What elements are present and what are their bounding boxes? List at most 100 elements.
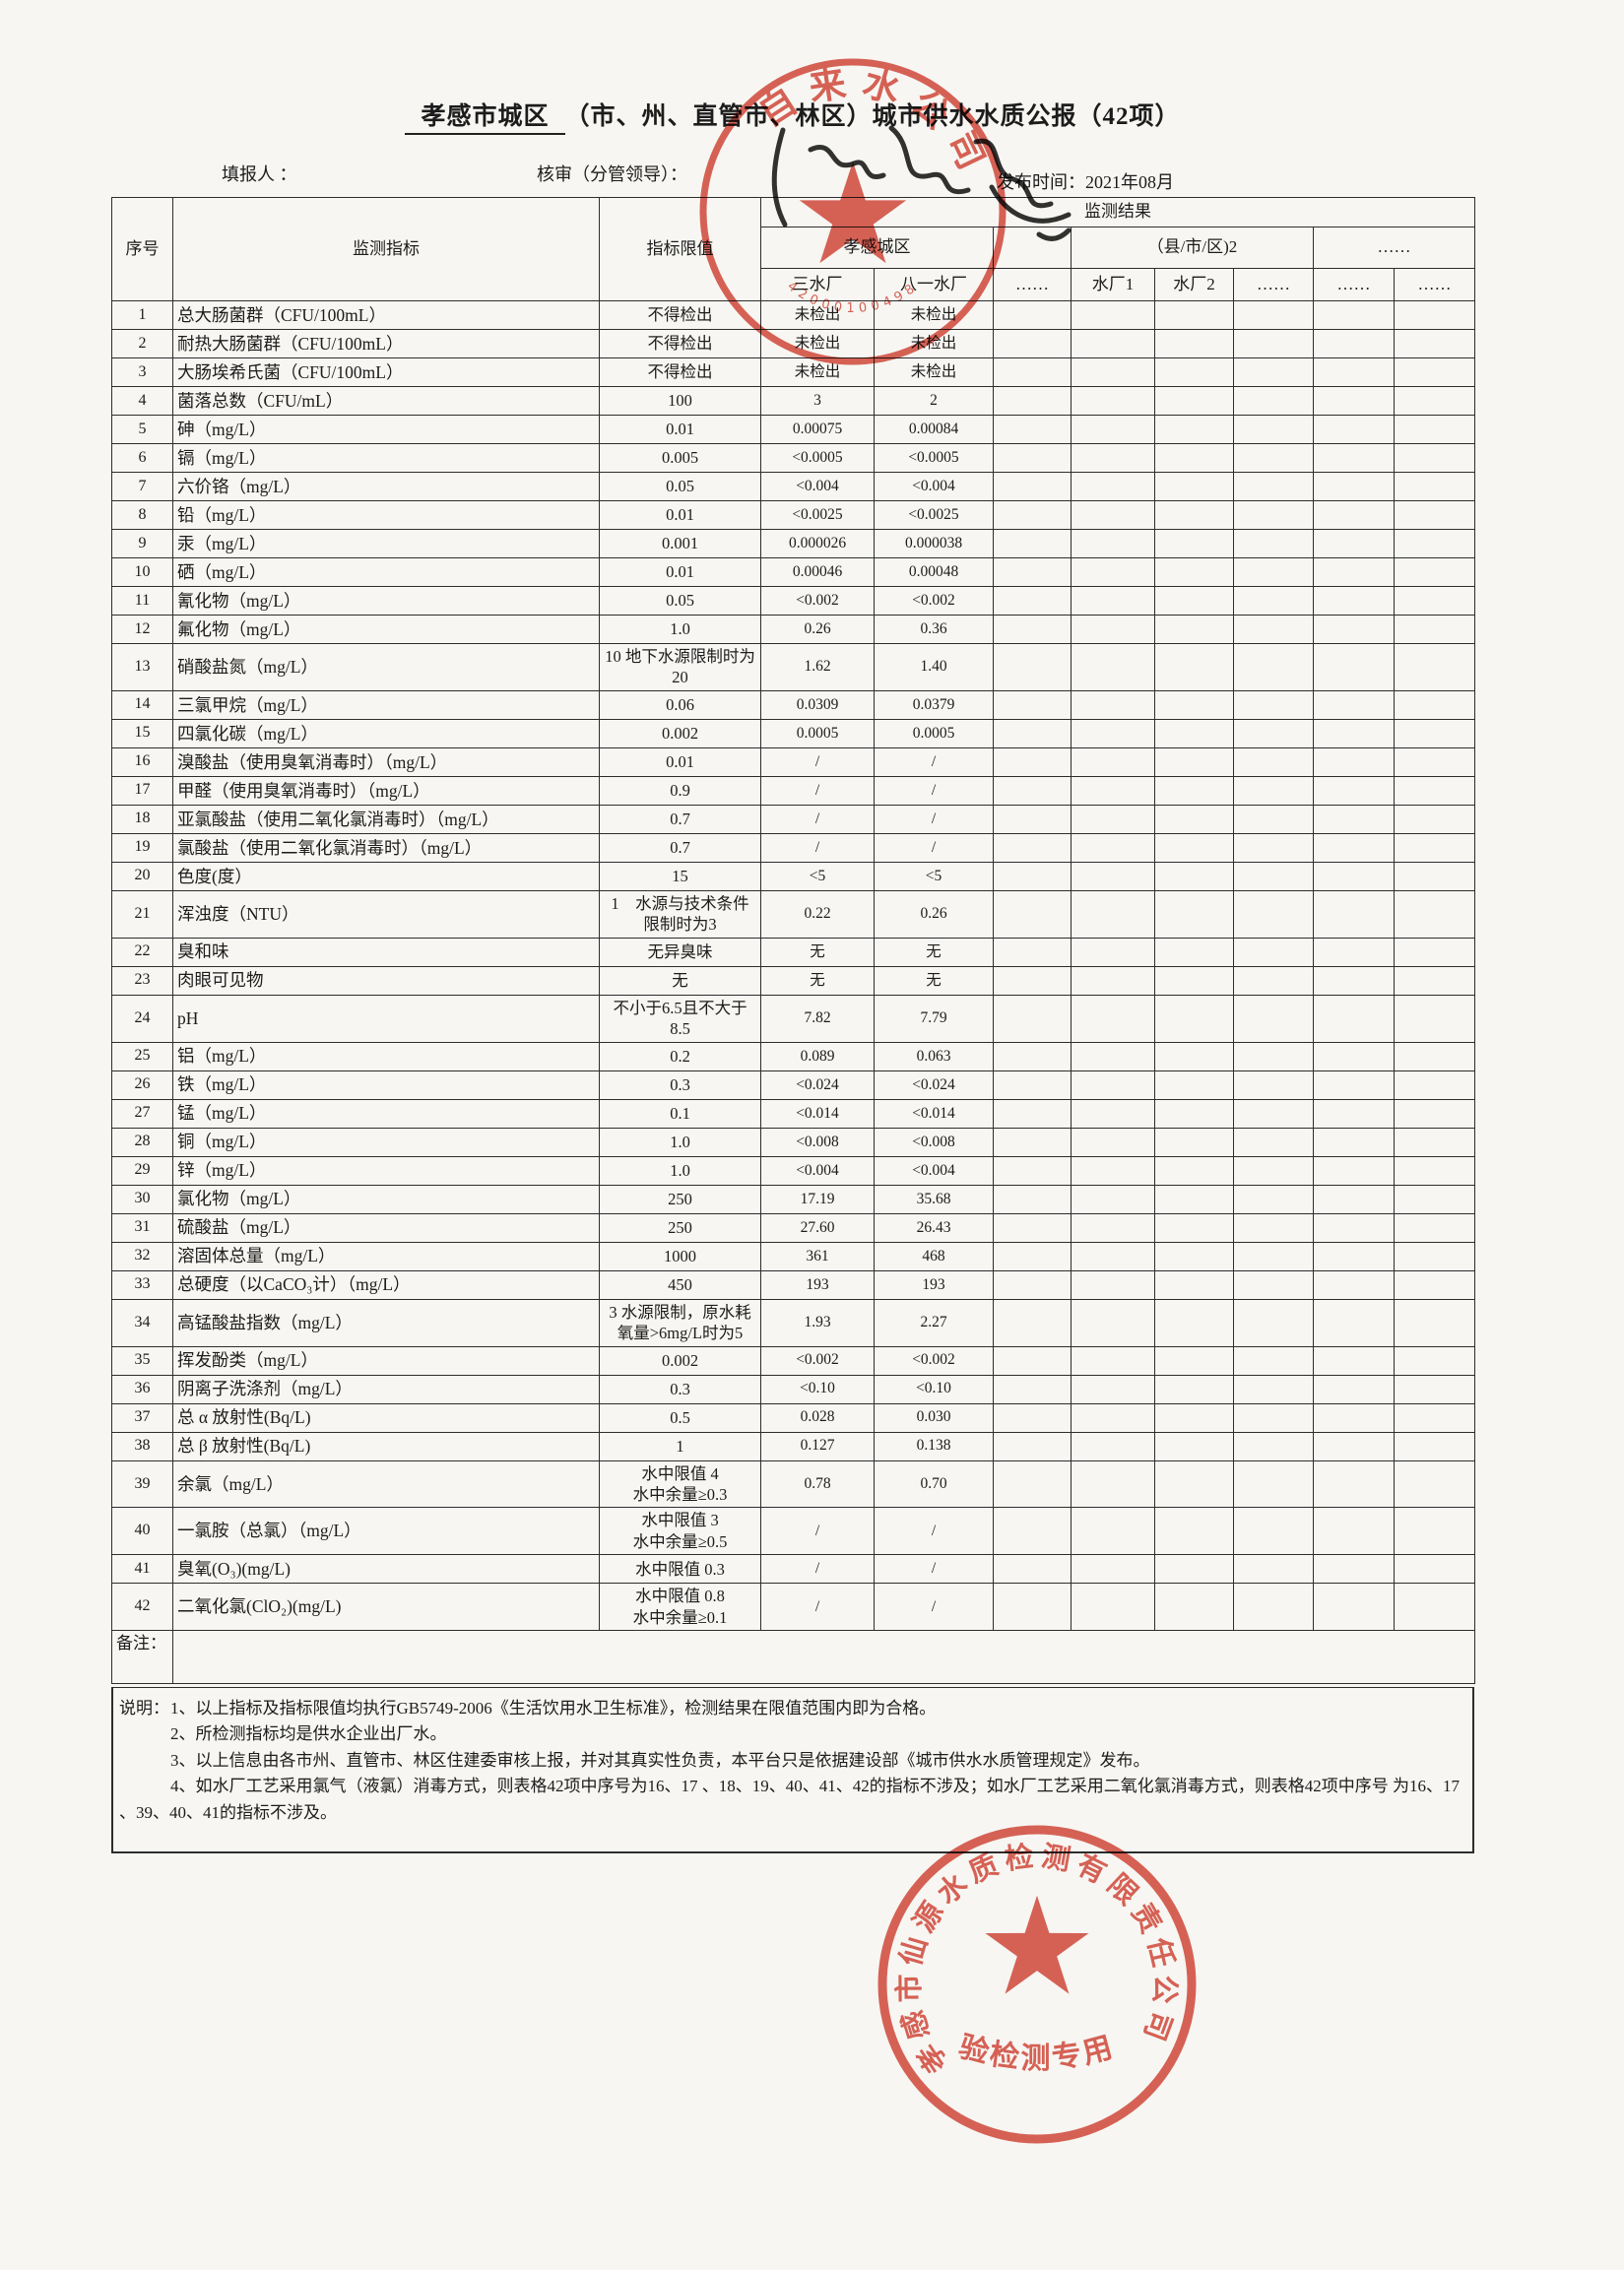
row-value-plant2: <0.004 xyxy=(874,472,994,501)
row-number: 3 xyxy=(111,357,173,387)
table-row: 38 总 β 放射性(Bq/L) 1 0.127 0.138 xyxy=(111,1431,1475,1461)
row-value-empty xyxy=(1233,832,1314,863)
row-value-empty xyxy=(1394,861,1475,891)
row-value-empty xyxy=(1313,1459,1395,1509)
row-value-plant1: <0.0005 xyxy=(760,443,875,473)
row-limit: 0.01 xyxy=(599,415,761,444)
row-limit: 0.001 xyxy=(599,529,761,558)
row-indicator: 溴酸盐（使用臭氧消毒时）（mg/L） xyxy=(172,746,600,777)
region-dots-cell xyxy=(993,227,1072,269)
row-value-plant1: 7.82 xyxy=(760,994,875,1043)
table-row: 8 铅（mg/L） 0.01 <0.0025 <0.0025 xyxy=(111,500,1475,530)
row-value-empty xyxy=(993,1583,1072,1632)
row-value-plant2: 无 xyxy=(874,937,994,967)
notes-label: 说明： xyxy=(119,1699,169,1719)
plant-col: …… xyxy=(1394,268,1475,301)
row-value-empty xyxy=(1394,1507,1475,1556)
row-limit: 0.05 xyxy=(599,586,761,616)
row-value-empty xyxy=(1233,1241,1314,1271)
row-number: 12 xyxy=(111,615,173,644)
row-value-plant1: / xyxy=(760,804,875,834)
row-value-empty xyxy=(1071,529,1155,558)
row-value-empty xyxy=(993,965,1072,996)
row-value-plant1: 0.0309 xyxy=(760,689,875,720)
row-value-empty xyxy=(1394,386,1475,416)
row-number: 8 xyxy=(111,500,173,530)
row-value-empty xyxy=(1313,643,1395,691)
region-xiaogan: 孝感城区 xyxy=(760,227,994,269)
row-value-empty xyxy=(1233,1184,1314,1214)
row-value-empty xyxy=(993,994,1072,1043)
row-value-empty xyxy=(1154,329,1234,358)
row-value-empty xyxy=(1154,1345,1234,1376)
title-region-name: 孝感市城区 xyxy=(405,103,565,135)
row-value-empty xyxy=(1394,746,1475,777)
row-value-empty xyxy=(1154,1241,1234,1271)
row-value-empty xyxy=(1313,472,1395,501)
row-number: 1 xyxy=(111,300,173,330)
table-row: 28 铜（mg/L） 1.0 <0.008 <0.008 xyxy=(111,1127,1475,1157)
publish-value: 2021年08月 xyxy=(1085,172,1174,192)
row-number: 7 xyxy=(111,472,173,501)
row-indicator: 六价铬（mg/L） xyxy=(172,472,600,501)
row-indicator: 肉眼可见物 xyxy=(172,965,600,996)
row-value-plant2: / xyxy=(874,804,994,834)
row-value-plant1: / xyxy=(760,1583,875,1632)
row-value-empty xyxy=(1394,300,1475,330)
row-value-empty xyxy=(1071,1184,1155,1214)
row-number: 11 xyxy=(111,586,173,616)
row-value-empty xyxy=(1313,529,1395,558)
row-value-empty xyxy=(1313,718,1395,748)
row-value-plant2: 0.0005 xyxy=(874,718,994,748)
row-value-empty xyxy=(1071,1127,1155,1157)
row-value-empty xyxy=(1394,1070,1475,1100)
row-value-empty xyxy=(1394,643,1475,691)
row-value-plant2: / xyxy=(874,1554,994,1585)
table-row: 11 氰化物（mg/L） 0.05 <0.002 <0.002 xyxy=(111,586,1475,616)
row-value-empty xyxy=(1154,1127,1234,1157)
remark-row: 备注： xyxy=(111,1630,1475,1685)
row-value-plant2: <0.014 xyxy=(874,1098,994,1129)
row-value-empty xyxy=(1154,937,1234,967)
row-value-plant1: <0.004 xyxy=(760,1155,875,1186)
row-value-plant1: <0.002 xyxy=(760,586,875,616)
row-value-empty xyxy=(1071,357,1155,387)
row-value-empty xyxy=(1233,1554,1314,1585)
row-value-empty xyxy=(1233,994,1314,1043)
row-value-empty xyxy=(1154,775,1234,806)
row-indicator: 硒（mg/L） xyxy=(172,557,600,587)
row-value-plant2: 未检出 xyxy=(874,329,994,358)
row-value-empty xyxy=(1154,746,1234,777)
publish-time: 发布时间：2021年08月 xyxy=(997,168,1174,194)
row-limit: 10 地下水源限制时为20 xyxy=(599,643,761,691)
row-value-plant1: 0.26 xyxy=(760,615,875,644)
table-row: 10 硒（mg/L） 0.01 0.00046 0.00048 xyxy=(111,557,1475,587)
plant-col: 三水厂 xyxy=(760,268,875,301)
row-value-plant2: 未检出 xyxy=(874,357,994,387)
row-number: 42 xyxy=(111,1583,173,1632)
row-number: 39 xyxy=(111,1459,173,1509)
row-value-empty xyxy=(993,586,1072,616)
row-value-empty xyxy=(1233,529,1314,558)
table-row: 40 一氯胺（总氯）（mg/L） 水中限值 3 水中余量≥0.5 / / xyxy=(111,1507,1475,1556)
row-value-plant2: 193 xyxy=(874,1269,994,1300)
row-value-empty xyxy=(1313,861,1395,891)
row-value-empty xyxy=(993,529,1072,558)
row-value-empty xyxy=(993,718,1072,748)
row-number: 18 xyxy=(111,804,173,834)
row-value-empty xyxy=(1154,529,1234,558)
row-value-empty xyxy=(1313,1554,1395,1585)
row-value-plant2: 1.40 xyxy=(874,643,994,691)
row-value-plant1: 0.0005 xyxy=(760,718,875,748)
table-row: 3 大肠埃希氏菌（CFU/100mL） 不得检出 未检出 未检出 xyxy=(111,357,1475,387)
table-row: 7 六价铬（mg/L） 0.05 <0.004 <0.004 xyxy=(111,472,1475,501)
header-row-result: 序号 监测指标 指标限值 监测结果 xyxy=(111,197,1475,301)
row-value-plant1: <0.002 xyxy=(760,1345,875,1376)
col-header-seq: 序号 xyxy=(111,197,173,301)
row-number: 13 xyxy=(111,643,173,691)
row-value-empty xyxy=(1071,557,1155,587)
row-value-empty xyxy=(993,861,1072,891)
row-value-empty xyxy=(1233,965,1314,996)
row-value-empty xyxy=(1071,689,1155,720)
row-value-empty xyxy=(1071,746,1155,777)
